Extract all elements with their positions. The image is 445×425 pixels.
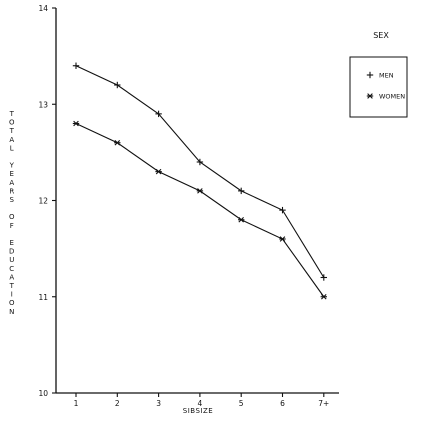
y-axis-title-letter: T — [9, 282, 15, 290]
legend-marker-asterisk — [366, 93, 374, 99]
data-point-women — [279, 236, 286, 242]
series-men — [72, 62, 327, 281]
data-point-men — [320, 274, 327, 281]
y-tick-label: 12 — [38, 197, 48, 206]
y-tick-label: 13 — [38, 100, 48, 109]
series-women — [72, 120, 327, 300]
data-point-men — [279, 206, 286, 214]
axes — [55, 8, 339, 394]
y-axis-title-letter: S — [10, 196, 15, 204]
x-tick-label: 1 — [74, 399, 79, 408]
series-layer — [72, 62, 327, 300]
data-point-men — [72, 62, 80, 69]
y-axis-title-letter: U — [9, 256, 15, 264]
y-axis-title-letter: N — [9, 308, 15, 316]
y-tick-label: 14 — [38, 4, 48, 13]
legend-box — [349, 56, 408, 118]
y-axis-title-letter: I — [11, 291, 14, 299]
data-point-men — [196, 158, 204, 166]
legend-marker-plus — [366, 71, 374, 79]
y-axis-title-letter: D — [9, 248, 15, 256]
y-axis-title-letter: R — [9, 187, 14, 195]
y-axis-title-letter: A — [9, 273, 14, 281]
y-tick-label: 11 — [38, 293, 48, 302]
data-point-women — [155, 168, 162, 175]
data-point-women — [114, 139, 121, 146]
y-axis-title-letter: L — [10, 144, 14, 152]
legend-label: WOMEN — [379, 93, 405, 101]
x-tick-label: 4 — [198, 399, 203, 408]
x-tick-label: 2 — [115, 399, 120, 408]
x-tick-label: 3 — [156, 399, 161, 408]
data-point-women — [72, 120, 80, 127]
y-axis-title-letter: E — [10, 170, 15, 178]
y-axis-title-letter: T — [9, 127, 15, 135]
data-point-men — [238, 187, 245, 195]
x-tick-label: 7+ — [318, 399, 329, 408]
data-point-women — [196, 188, 204, 194]
x-tick-label: 6 — [280, 399, 285, 408]
y-axis-title-letter: F — [10, 222, 15, 230]
legend-entry-women: WOMEN — [366, 93, 405, 101]
y-axis-title-letter: O — [9, 213, 15, 221]
y-axis-title-letter: A — [9, 179, 14, 187]
y-axis-title-letter: O — [9, 119, 15, 127]
legend-label: MEN — [379, 72, 394, 80]
y-axis-title-letter: Y — [9, 162, 15, 170]
data-point-men — [155, 110, 162, 118]
y-ticks: 10 11 12 13 14 — [38, 4, 56, 398]
data-point-men — [114, 81, 121, 89]
data-point-women — [238, 216, 245, 223]
series-line-men — [75, 65, 325, 278]
series-line-women — [75, 123, 325, 298]
y-axis-title-letter: A — [9, 136, 14, 144]
legend-title: SEX — [373, 31, 389, 40]
y-tick-label: 10 — [38, 389, 48, 398]
legend-entry-men: MEN — [366, 71, 394, 80]
y-axis-title-letter: C — [9, 265, 14, 273]
y-axis-title-letter: E — [10, 239, 15, 247]
y-axis-title-letter: T — [9, 110, 15, 118]
data-point-women — [320, 293, 327, 300]
y-axis-title-letter: O — [9, 299, 15, 307]
x-ticks: 1 2 3 4 5 6 7+ — [74, 393, 329, 408]
x-axis-title: SIBSIZE — [183, 407, 213, 415]
legend: SEX MEN WOMEN — [349, 31, 408, 118]
legend-entries: MEN WOMEN — [366, 71, 405, 101]
x-tick-label: 5 — [239, 399, 244, 408]
